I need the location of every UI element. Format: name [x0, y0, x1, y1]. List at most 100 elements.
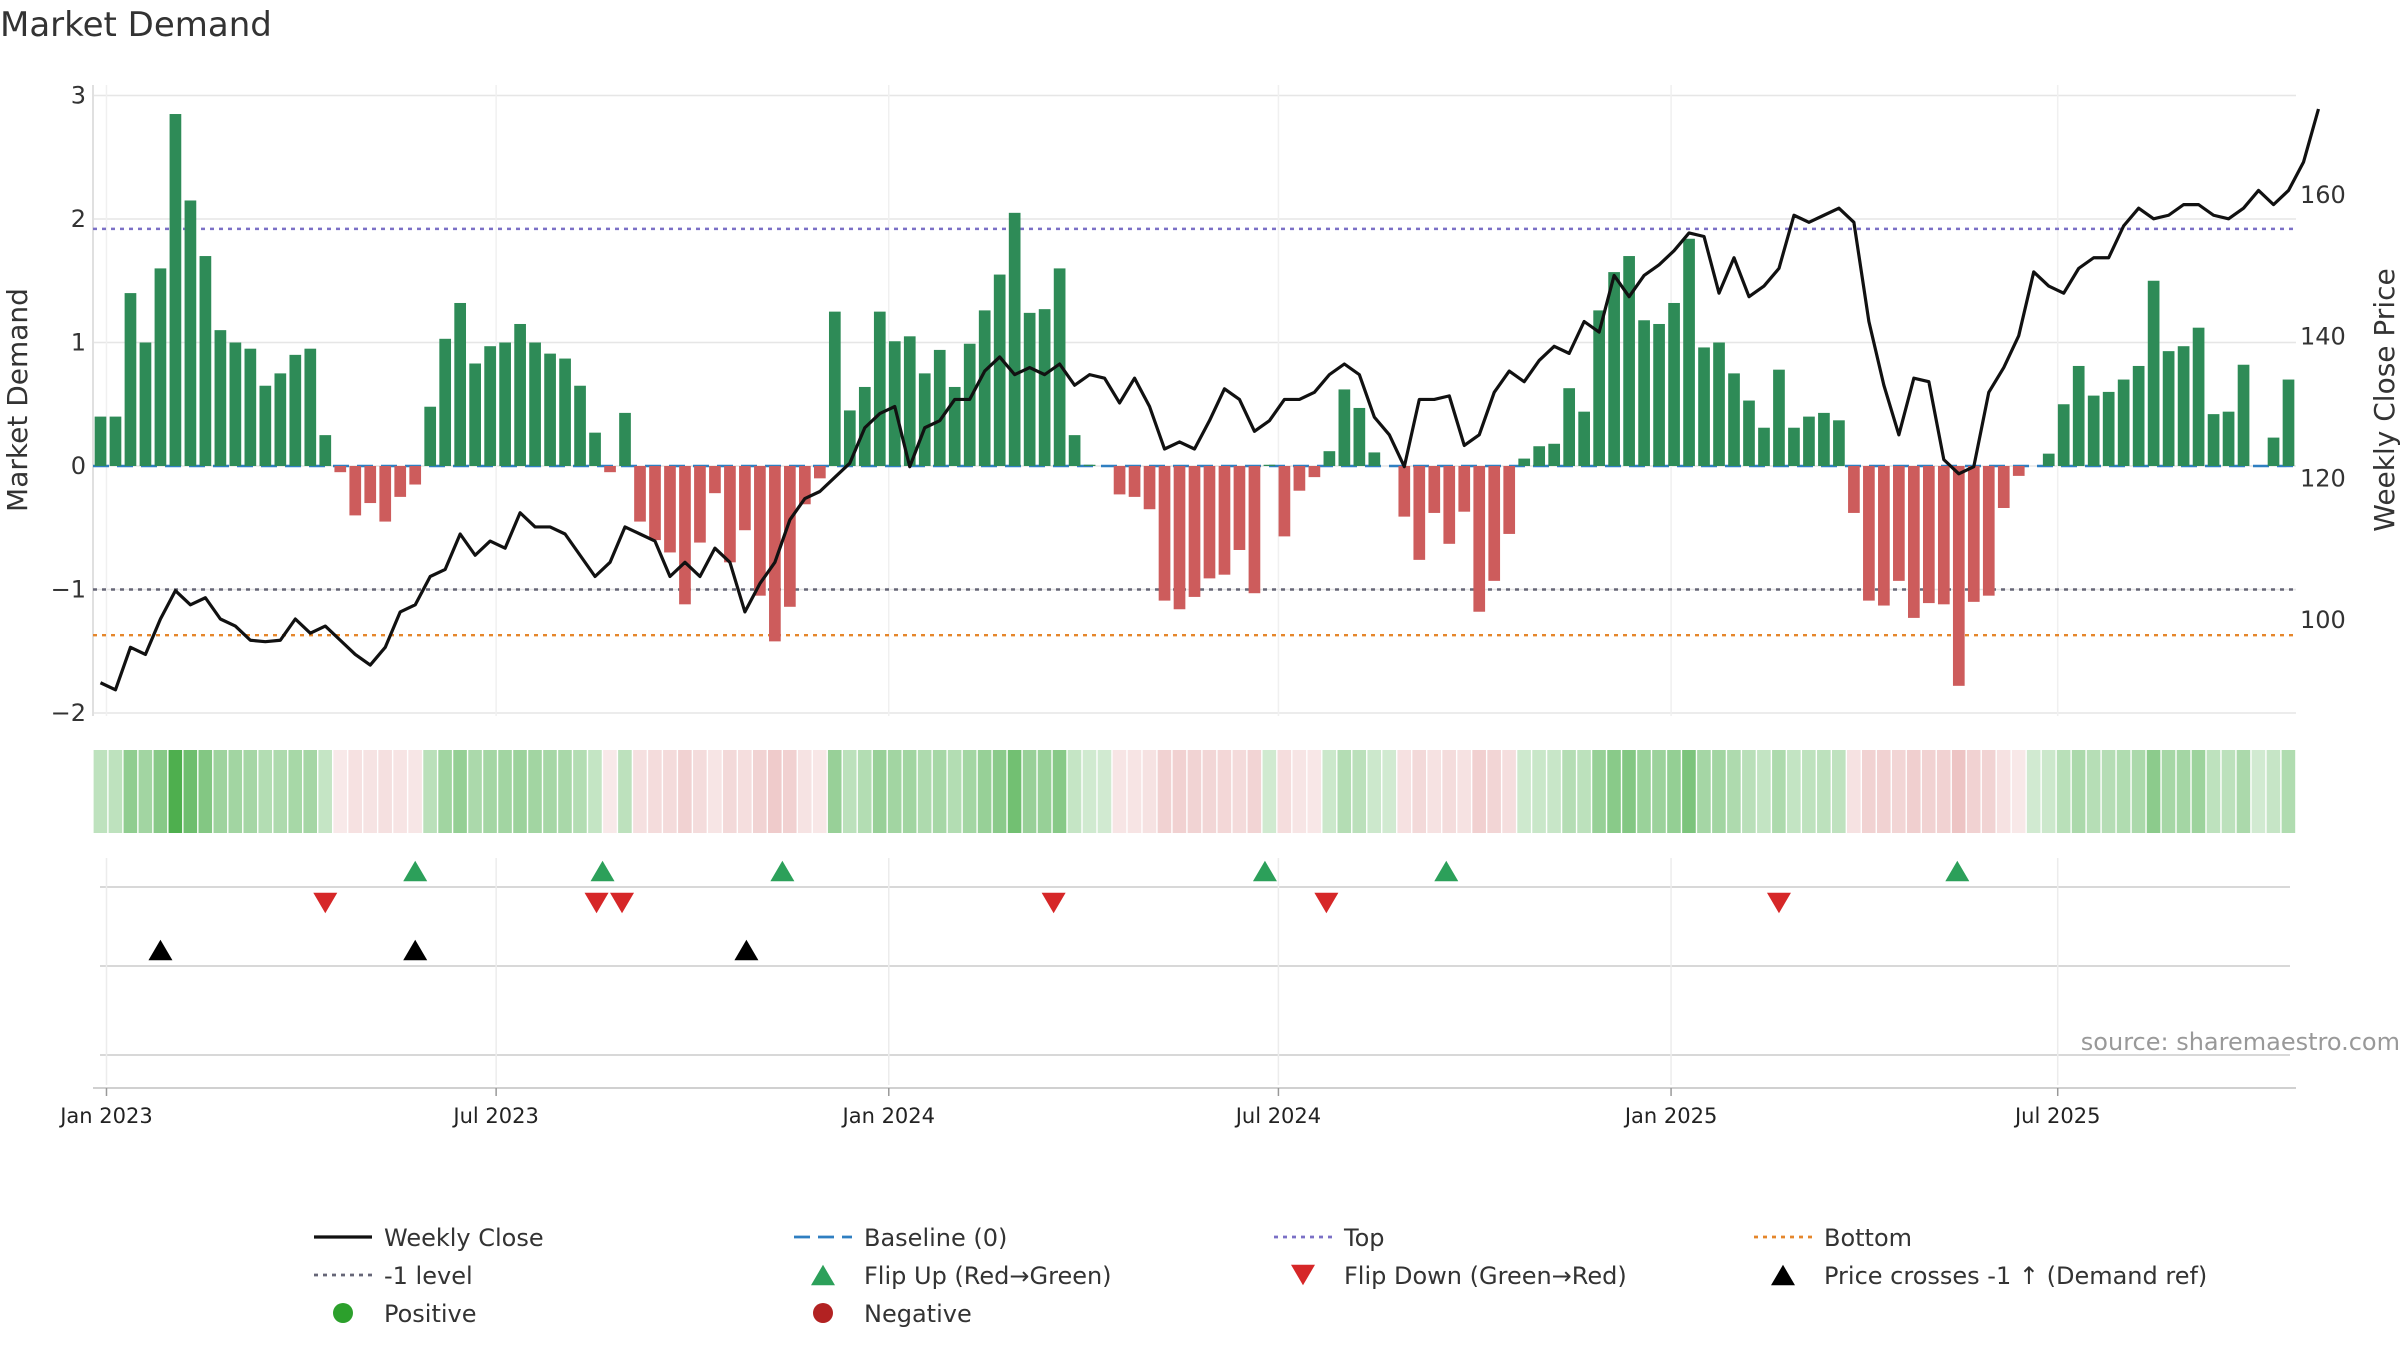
- legend-label: Flip Up (Red→Green): [864, 1262, 1112, 1290]
- heat-cell-positive: [273, 750, 288, 833]
- demand-bar-positive: [1008, 212, 1021, 466]
- demand-bar-positive: [828, 311, 841, 467]
- demand-bar-positive: [1053, 268, 1066, 466]
- heat-cell-positive: [2071, 750, 2086, 833]
- heat-cell-negative: [378, 750, 392, 833]
- heat-cell-positive: [513, 750, 527, 833]
- demand-bar-negative: [1848, 466, 1860, 513]
- heat-cell-positive: [258, 750, 273, 833]
- event-row-gridlines: [105, 858, 2059, 1085]
- flip-down-marker: [1314, 892, 1339, 914]
- demand-bar-positive: [963, 343, 976, 466]
- heat-cell-negative: [708, 750, 722, 833]
- event-markers: [148, 860, 1970, 961]
- demand-bar-positive: [933, 349, 946, 466]
- heat-cell-positive: [1082, 750, 1097, 833]
- demand-bar-negative: [1908, 466, 1920, 618]
- demand-bar-positive: [2207, 414, 2220, 466]
- heat-cell-negative: [1981, 750, 1996, 833]
- heat-cell-positive: [2086, 750, 2101, 833]
- heat-cell-negative: [1217, 750, 1232, 833]
- heat-cell-positive: [2026, 750, 2041, 833]
- demand-bar-positive: [1263, 464, 1276, 466]
- heat-cell-negative: [738, 750, 752, 833]
- heat-cell-positive: [992, 750, 1007, 833]
- demand-bar-negative: [1878, 466, 1890, 606]
- heat-cell-negative: [1921, 750, 1936, 833]
- demand-bar-negative: [1173, 466, 1186, 610]
- demand-bar-positive: [559, 358, 571, 466]
- heat-cell-positive: [1382, 750, 1397, 833]
- demand-bar-negative: [1488, 466, 1501, 581]
- demand-bar-positive: [2087, 395, 2100, 466]
- heat-cell-positive: [842, 750, 857, 833]
- demand-bar-positive: [2072, 365, 2085, 466]
- demand-bar-negative: [1893, 466, 1905, 581]
- heat-cell-negative: [1936, 750, 1951, 833]
- heat-cell-negative: [1472, 750, 1486, 833]
- legend-label: Baseline (0): [864, 1224, 1007, 1252]
- demand-bar-negative: [739, 466, 751, 531]
- heat-cell-negative: [1187, 750, 1202, 833]
- price-cross-marker: [734, 939, 759, 961]
- heat-cell-positive: [1622, 750, 1636, 833]
- heat-cell-positive: [1007, 750, 1022, 833]
- demand-bar-positive: [1338, 389, 1351, 466]
- demand-bar-positive: [319, 435, 332, 467]
- demand-bar-negative: [1937, 466, 1950, 605]
- heat-cell-negative: [408, 750, 422, 833]
- demand-bar-positive: [274, 373, 287, 467]
- heat-cell-positive: [198, 750, 213, 833]
- demand-bar-negative: [364, 466, 377, 504]
- demand-bar-positive: [424, 406, 437, 466]
- heat-cell-positive: [2221, 750, 2236, 833]
- heat-cell-negative: [1891, 750, 1906, 833]
- demand-bar-negative: [664, 466, 676, 553]
- heat-cell-negative: [348, 750, 362, 833]
- demand-bar-positive: [1323, 451, 1336, 466]
- demand-bar-positive: [1638, 320, 1650, 466]
- heat-cell-positive: [108, 750, 123, 833]
- heat-cell-positive: [93, 750, 108, 833]
- heat-cell-positive: [1637, 750, 1651, 833]
- heat-cell-positive: [2161, 750, 2176, 833]
- heat-cell-positive: [902, 750, 917, 833]
- heat-cell-positive: [872, 750, 887, 833]
- demand-bar-positive: [229, 342, 242, 466]
- heat-cell-positive: [947, 750, 962, 833]
- heat-cell-negative: [1232, 750, 1247, 833]
- heat-cell-positive: [318, 750, 332, 833]
- heat-cell-negative: [393, 750, 407, 833]
- demand-bar-positive: [2162, 351, 2175, 466]
- heat-cell-negative: [1487, 750, 1501, 833]
- demand-bar-negative: [1398, 466, 1411, 517]
- heat-cell-negative: [1442, 750, 1456, 833]
- heat-cell-positive: [1562, 750, 1576, 833]
- heat-cell-positive: [183, 750, 198, 833]
- demand-bar-positive: [574, 385, 586, 466]
- heat-cell-positive: [2191, 750, 2206, 833]
- demand-bar-negative: [694, 466, 706, 543]
- demand-bar-positive: [1533, 446, 1546, 466]
- left-y-axis-label: Market Demand: [1, 288, 34, 512]
- heat-cell-negative: [753, 750, 767, 833]
- demand-bar-positive: [978, 310, 991, 466]
- heat-cell-positive: [917, 750, 932, 833]
- flip-down-marker: [610, 892, 635, 914]
- x-tick-label: Jan 2024: [841, 1104, 936, 1128]
- heat-cell-negative: [1307, 750, 1322, 833]
- heat-cell-positive: [1097, 750, 1112, 833]
- right-y-ticks: 160 140 120 100: [2300, 181, 2346, 634]
- heat-cell-negative: [1996, 750, 2011, 833]
- heat-cell-positive: [1322, 750, 1337, 833]
- demand-bar-positive: [2102, 391, 2115, 466]
- heat-cell-positive: [453, 750, 467, 833]
- demand-bar-negative: [604, 466, 616, 473]
- demand-bar-positive: [139, 342, 152, 466]
- left-y-tick-label: −2: [51, 699, 86, 727]
- heat-cell-positive: [558, 750, 572, 833]
- heat-cell-positive: [2101, 750, 2116, 833]
- left-y-tick-label: −1: [51, 576, 86, 604]
- left-y-ticks: 3 2 1 0 −1 −2: [51, 82, 86, 728]
